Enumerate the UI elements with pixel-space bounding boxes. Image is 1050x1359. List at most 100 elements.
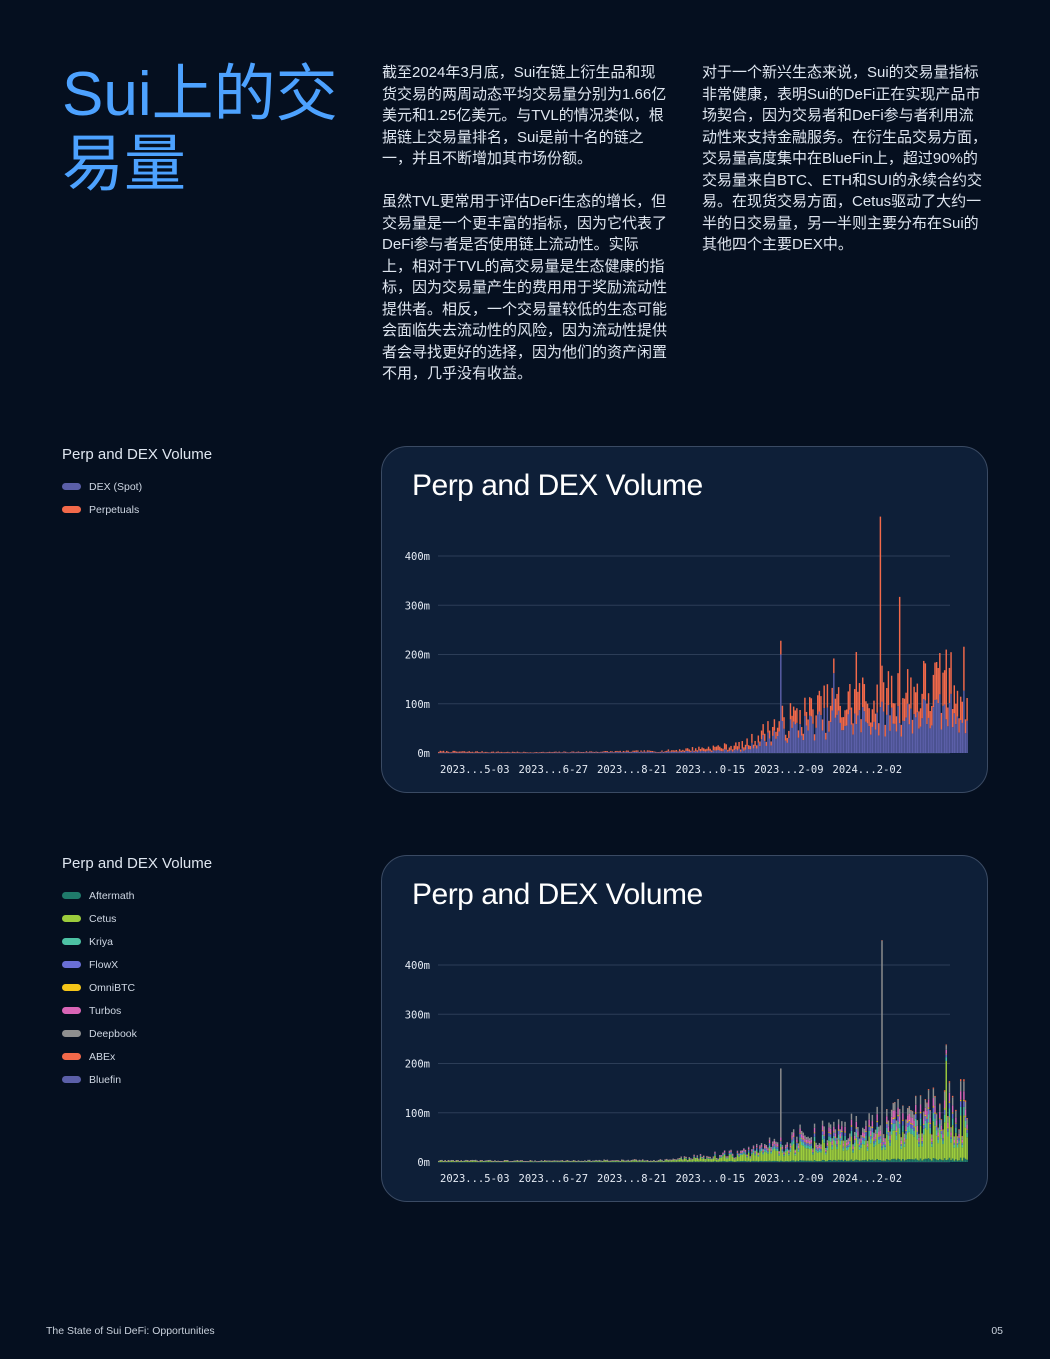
bar-segment bbox=[703, 748, 705, 752]
bar-segment bbox=[813, 1132, 816, 1134]
bar-segment bbox=[927, 1158, 930, 1162]
bar-segment bbox=[873, 1143, 875, 1147]
bar-segment bbox=[736, 1153, 739, 1156]
bar-segment bbox=[751, 1148, 753, 1150]
bar-segment bbox=[764, 1145, 766, 1148]
bar-segment bbox=[964, 1127, 967, 1159]
bar-segment bbox=[712, 1157, 715, 1159]
bar-segment bbox=[889, 1135, 891, 1140]
bar-segment bbox=[903, 1160, 906, 1162]
bar-segment bbox=[791, 1160, 793, 1162]
bar-segment bbox=[905, 717, 907, 753]
bar-segment bbox=[943, 1158, 946, 1162]
legend-label: ABEx bbox=[89, 1050, 116, 1063]
bar-segment bbox=[847, 1141, 849, 1145]
bar-segment bbox=[966, 1128, 968, 1130]
bar-segment bbox=[911, 1123, 914, 1125]
bar-segment bbox=[858, 1144, 861, 1147]
bar-segment bbox=[900, 1145, 902, 1149]
bar-segment bbox=[857, 1131, 859, 1136]
bar-segment bbox=[796, 1142, 798, 1146]
bar-segment bbox=[789, 1145, 792, 1148]
bar-segment bbox=[756, 745, 758, 749]
bar-segment bbox=[818, 1147, 821, 1150]
bar-segment bbox=[890, 1109, 893, 1117]
bar-segment bbox=[826, 1145, 829, 1146]
bar-segment bbox=[911, 733, 914, 753]
bar-segment bbox=[548, 751, 551, 753]
bar-segment bbox=[943, 1090, 946, 1092]
bar-segment bbox=[807, 1145, 809, 1149]
bar-segment bbox=[629, 751, 631, 753]
bar-segment bbox=[765, 745, 768, 753]
bar-segment bbox=[470, 1160, 472, 1162]
bar-segment bbox=[494, 1160, 496, 1162]
bar-segment bbox=[759, 1148, 761, 1151]
legend-item-aftermath: Aftermath bbox=[62, 884, 212, 907]
bar-segment bbox=[781, 1149, 784, 1151]
bar-segment bbox=[775, 1143, 777, 1146]
bar-segment bbox=[948, 1157, 951, 1162]
bar-segment bbox=[797, 1145, 800, 1148]
bar-segment bbox=[720, 1155, 723, 1157]
bar-segment bbox=[444, 1160, 446, 1162]
bar-segment bbox=[887, 1132, 890, 1136]
bar-segment bbox=[897, 706, 899, 753]
bar-segment bbox=[677, 1159, 679, 1162]
bar-segment bbox=[931, 1141, 933, 1144]
bar-segment bbox=[778, 1151, 780, 1154]
bar-segment bbox=[940, 729, 943, 753]
bar-segment bbox=[563, 751, 565, 753]
bar-segment bbox=[905, 1131, 907, 1135]
bar-segment bbox=[539, 752, 541, 753]
bar-segment bbox=[921, 1137, 923, 1141]
bar-segment bbox=[641, 751, 644, 753]
bar-segment bbox=[781, 1161, 784, 1162]
bar-segment bbox=[963, 1101, 965, 1107]
bar-segment bbox=[624, 751, 626, 753]
bar-segment bbox=[643, 750, 646, 752]
paragraph: 截至2024年3月底，Sui在链上衍生品和现货交易的两周动态平均交易量分别为1.… bbox=[382, 64, 667, 167]
bar-segment bbox=[943, 670, 946, 705]
bar-segment bbox=[905, 1139, 907, 1160]
bar-segment bbox=[862, 1136, 864, 1138]
bar-segment bbox=[847, 1138, 849, 1142]
bar-segment bbox=[696, 1161, 699, 1162]
bar-segment bbox=[844, 1131, 846, 1133]
bar-segment bbox=[958, 1129, 960, 1130]
bar-segment bbox=[577, 751, 580, 753]
bar-segment bbox=[780, 640, 782, 655]
bar-segment bbox=[796, 708, 798, 723]
bar-segment bbox=[478, 751, 480, 753]
bar-segment bbox=[866, 1146, 869, 1147]
bar-segment bbox=[661, 1160, 663, 1162]
bar-segment bbox=[918, 1134, 920, 1138]
bar-segment bbox=[865, 1131, 867, 1136]
bar-segment bbox=[685, 1158, 687, 1159]
bar-segment bbox=[609, 751, 612, 753]
bar-segment bbox=[849, 1160, 851, 1162]
bar-segment bbox=[845, 1142, 848, 1146]
bar-segment bbox=[956, 716, 959, 753]
bar-segment bbox=[784, 1146, 787, 1149]
bar-segment bbox=[585, 752, 588, 753]
bar-segment bbox=[931, 1138, 933, 1142]
bar-segment bbox=[739, 1153, 742, 1156]
bar-segment bbox=[955, 1122, 957, 1124]
bar-segment bbox=[563, 752, 565, 753]
bar-segment bbox=[911, 1134, 914, 1160]
bar-segment bbox=[751, 1161, 753, 1162]
bar-segment bbox=[837, 1129, 840, 1131]
bar-segment bbox=[913, 686, 915, 715]
bar-segment bbox=[568, 1161, 570, 1162]
legend-label: Deepbook bbox=[89, 1027, 137, 1040]
bar-segment bbox=[756, 1151, 758, 1161]
bar-segment bbox=[890, 1122, 893, 1125]
bar-segment bbox=[900, 724, 902, 737]
bar-segment bbox=[555, 751, 557, 753]
bar-segment bbox=[678, 751, 681, 753]
bar-segment bbox=[871, 709, 874, 727]
bar-segment bbox=[937, 1128, 939, 1133]
bar-segment bbox=[722, 1161, 724, 1162]
bar-segment bbox=[924, 1099, 927, 1108]
